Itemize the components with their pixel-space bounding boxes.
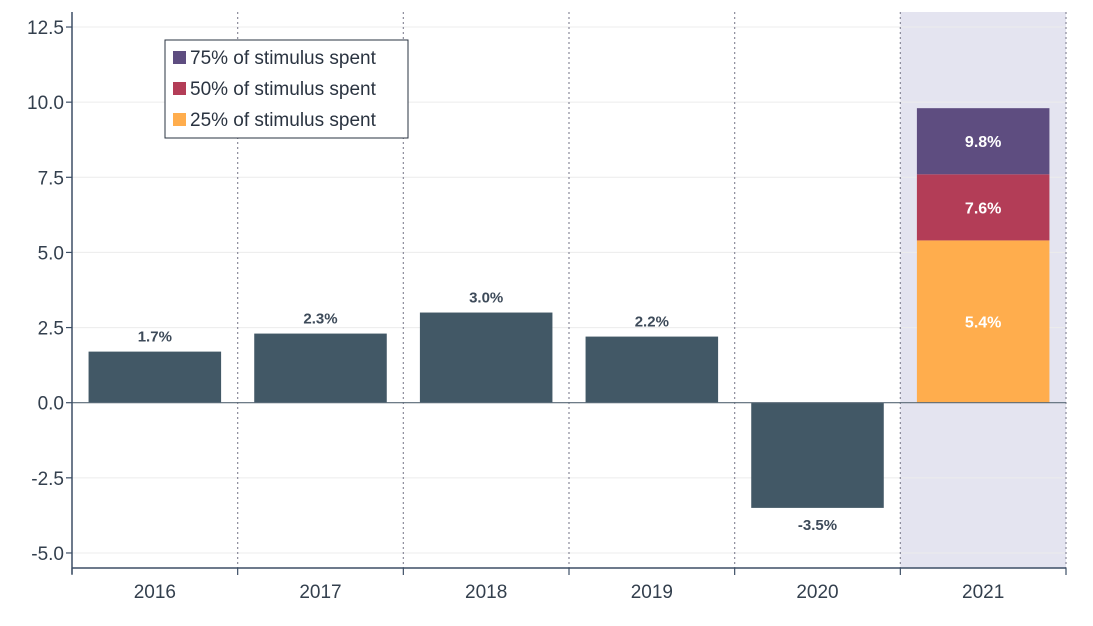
y-tick-label: 5.0 [38,243,64,264]
x-tick-label: 2021 [962,582,1004,603]
legend-label: 50% of stimulus spent [190,79,377,100]
legend-swatch [173,82,186,95]
data-label-2017: 2.3% [303,311,337,328]
y-tick-label: 0.0 [38,394,64,415]
bar-2016 [88,351,222,403]
bar-2020 [751,402,884,508]
data-label-2018: 3.0% [469,290,503,307]
legend-label: 75% of stimulus spent [190,48,377,69]
y-tick-label: -2.5 [31,469,64,490]
legend-swatch [173,51,186,64]
x-tick-label: 2016 [134,582,176,603]
y-tick-label: 7.5 [38,168,64,189]
y-tick-label: 12.5 [27,18,64,39]
legend-swatch [173,113,186,126]
y-tick-label: 2.5 [38,319,64,340]
bar-2019 [585,336,719,403]
bar-2021-scenario-1 [916,240,1050,403]
data-label-2019: 2.2% [635,314,669,331]
data-label-2021-scenario-3: 9.8% [965,134,1001,151]
data-label-2021-scenario-1: 5.4% [965,315,1001,332]
y-tick-label: 10.0 [27,93,64,114]
x-tick-label: 2019 [631,582,673,603]
bar-2021-scenario-2 [916,174,1050,241]
data-label-2021-scenario-2: 7.6% [965,200,1001,217]
bar-2018 [419,312,553,403]
x-tick-label: 2017 [299,582,341,603]
data-label-2020: -3.5% [798,517,837,534]
bar-2017 [254,333,387,403]
bar-2021-scenario-3 [916,108,1050,175]
y-tick-label: -5.0 [31,544,64,565]
x-tick-label: 2020 [796,582,838,603]
legend-box [164,39,409,139]
legend-label: 25% of stimulus spent [190,110,377,131]
x-tick-label: 2018 [465,582,507,603]
data-label-2016: 1.7% [138,329,172,346]
